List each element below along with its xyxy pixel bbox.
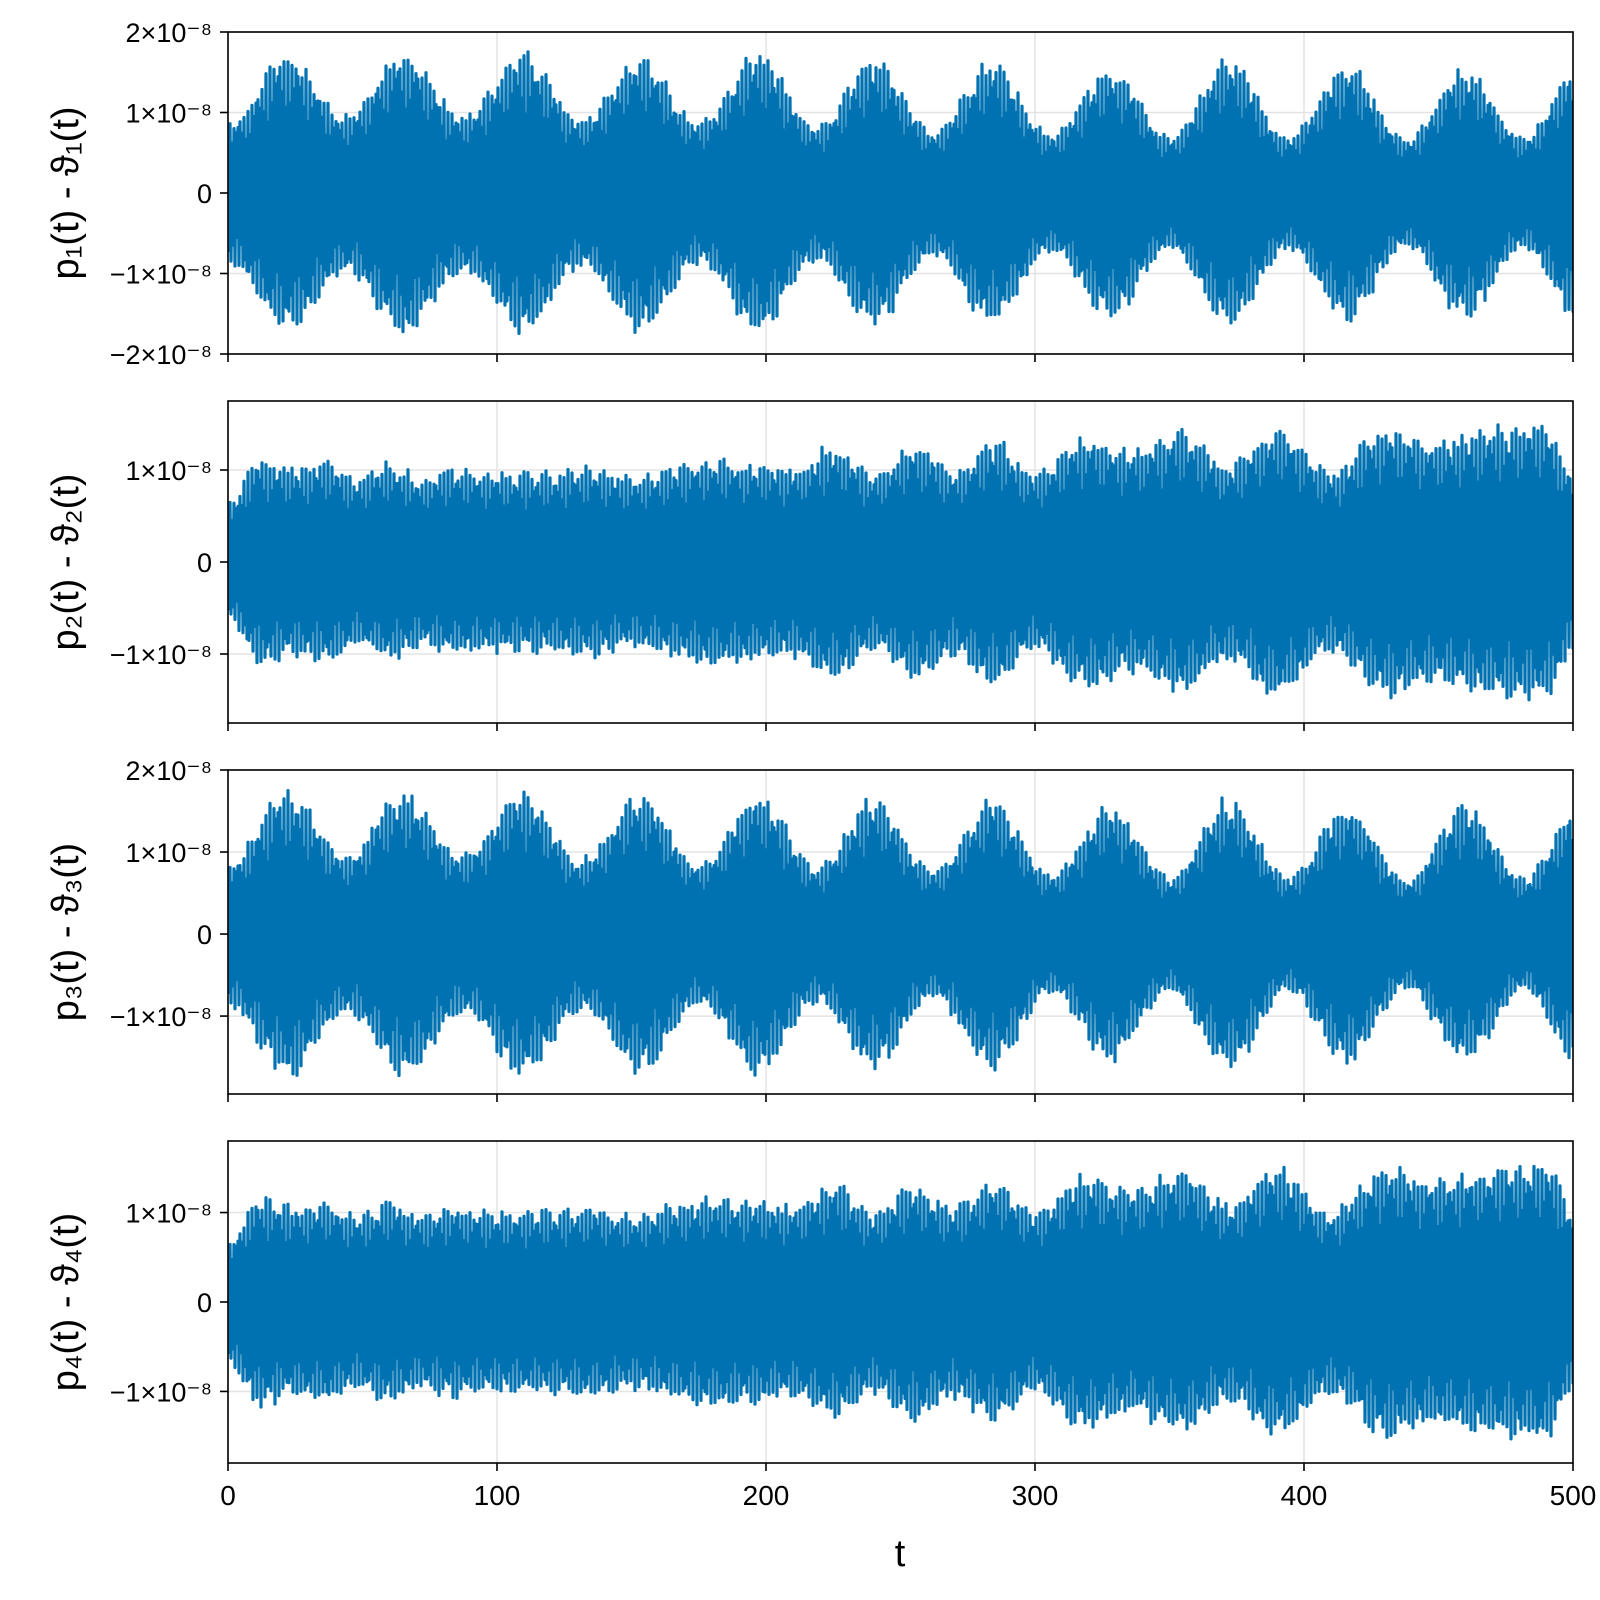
y-tick-label: −1×10⁻⁸ xyxy=(110,1002,212,1032)
x-tick-label: 400 xyxy=(1281,1480,1328,1511)
y-tick-label: 0 xyxy=(197,920,212,950)
y-tick-label: 1×10⁻⁸ xyxy=(126,99,212,129)
series-line xyxy=(228,423,1573,702)
panel-2: 1×10⁻⁸ 0 −1×10⁻⁸ p₂(t) - ϑ₂(t) xyxy=(45,400,1574,731)
y-axis-label: p₂(t) - ϑ₂(t) xyxy=(45,474,87,651)
y-tick-label: 1×10⁻⁸ xyxy=(126,1199,212,1229)
x-tick-label: 300 xyxy=(1012,1480,1059,1511)
y-tick-label: −1×10⁻⁸ xyxy=(110,1377,212,1407)
x-tick-label: 100 xyxy=(474,1480,521,1511)
series-line xyxy=(228,1164,1573,1441)
panel-1: 2×10⁻⁸ 1×10⁻⁸ 0 −1×10⁻⁸ −2×10⁻⁸ p₁(t) - ϑ₁(t) xyxy=(45,18,1574,370)
y-tick-label: 0 xyxy=(197,1288,212,1318)
x-tick-label: 0 xyxy=(220,1480,236,1511)
plot-frame xyxy=(227,769,1574,1095)
y-tick-label: 1×10⁻⁸ xyxy=(126,838,212,868)
y-tick-label: −1×10⁻⁸ xyxy=(110,640,212,670)
y-tick-label: −2×10⁻⁸ xyxy=(110,340,212,370)
x-axis-label: t xyxy=(895,1533,906,1575)
y-tick-label: 0 xyxy=(197,548,212,578)
y-axis-label: p₃(t) - ϑ₃(t) xyxy=(45,843,87,1021)
y-axis-label: p₁(t) - ϑ₁(t) xyxy=(45,106,87,279)
x-tick-label: 500 xyxy=(1550,1480,1597,1511)
y-tick-label: 2×10⁻⁸ xyxy=(126,18,212,48)
y-tick-label: −1×10⁻⁸ xyxy=(110,260,212,290)
y-tick-label: 0 xyxy=(197,179,212,209)
series-line xyxy=(228,788,1573,1078)
series-line xyxy=(228,50,1573,336)
panel-4: 0 100 200 300 400 500 1×10⁻⁸ 0 −1×10⁻⁸ p₄(t) - ϑ₄… xyxy=(45,1140,1597,1511)
y-tick-label: 1×10⁻⁸ xyxy=(126,456,212,486)
y-axis-label: p₄(t) - ϑ₄(t) xyxy=(45,1213,87,1391)
y-tick-label: 2×10⁻⁸ xyxy=(126,756,212,786)
panel-3: 2×10⁻⁸ 1×10⁻⁸ 0 −1×10⁻⁸ p₃(t) - ϑ₃(t) xyxy=(45,756,1574,1102)
x-tick-label: 200 xyxy=(743,1480,790,1511)
